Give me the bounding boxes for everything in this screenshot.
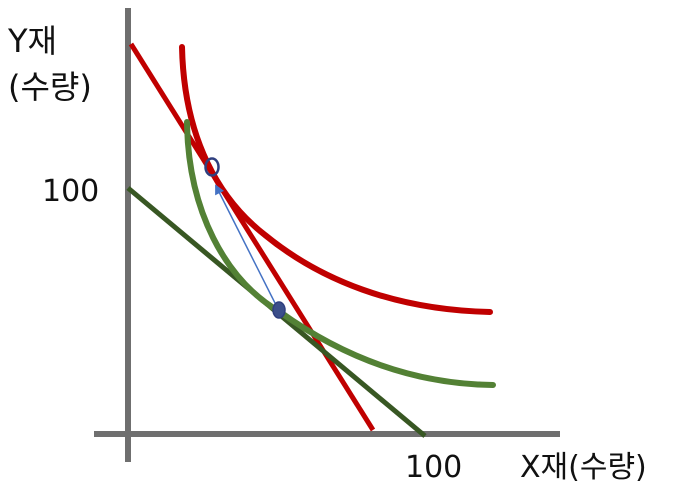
red-budget-line — [128, 42, 376, 432]
x-axis-label: X재(수량) — [520, 450, 647, 485]
tangency-point-green — [272, 301, 286, 319]
red-indifference-curve — [179, 44, 493, 315]
y-axis-label-line2: (수량) — [8, 68, 92, 106]
arrow-between-points — [215, 184, 278, 308]
tangency-point-red — [204, 157, 220, 177]
green-indifference-curve — [184, 119, 496, 388]
x-axis-tick-100: 100 — [405, 450, 462, 485]
y-axis-label-line1: Y재 — [7, 22, 57, 60]
y-axis-tick-100: 100 — [42, 174, 99, 209]
